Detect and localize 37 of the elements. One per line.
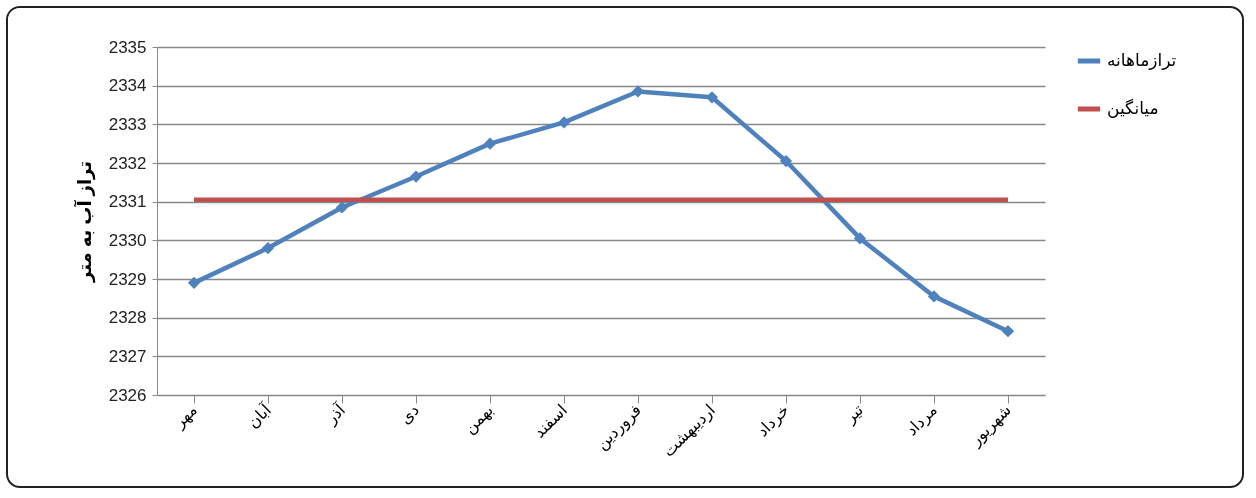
- legend-label: ترازماهانه: [1107, 51, 1177, 70]
- x-tick-label: بهمن: [460, 401, 498, 439]
- point: [409, 170, 423, 183]
- y-tick-label: 2332: [108, 153, 147, 173]
- x-tick-label: مهر: [169, 401, 202, 433]
- y-tick-label: 2330: [108, 230, 147, 250]
- x-tick-label: اردیبهشت: [659, 401, 720, 462]
- x-tick-label: تیر: [840, 401, 868, 429]
- point: [705, 91, 719, 104]
- x-tick-label: آبان: [243, 399, 276, 432]
- y-tick-label: 2329: [108, 269, 147, 289]
- point: [1001, 325, 1015, 338]
- point: [927, 290, 941, 303]
- point: [631, 85, 645, 98]
- y-tick-label: 2327: [108, 346, 147, 366]
- x-tick-label: خرداد: [753, 401, 794, 442]
- point: [187, 276, 201, 289]
- y-tick-label: 2335: [108, 37, 147, 57]
- point: [853, 232, 867, 245]
- point: [779, 154, 793, 168]
- y-tick-label: 2333: [108, 114, 147, 134]
- y-tick-label: 2328: [108, 308, 147, 328]
- y-tick-label: 2334: [108, 76, 147, 96]
- y-tick-label: 2326: [108, 385, 147, 405]
- x-tick-label: مرداد: [902, 401, 942, 441]
- point: [557, 116, 571, 129]
- y-axis-title: تراز آب به متر: [72, 160, 96, 284]
- x-tick-label: اسفند: [530, 401, 571, 441]
- y-tick-label: 2331: [108, 192, 147, 212]
- point: [261, 241, 275, 255]
- x-tick-label: آذر: [321, 399, 351, 429]
- point: [483, 137, 497, 150]
- x-tick-label: دی: [396, 401, 423, 428]
- x-tick-label: فروردین: [592, 401, 646, 454]
- point: [335, 201, 349, 214]
- x-tick-label: شهریور: [966, 401, 1016, 451]
- legend-label: میانگین: [1107, 98, 1159, 118]
